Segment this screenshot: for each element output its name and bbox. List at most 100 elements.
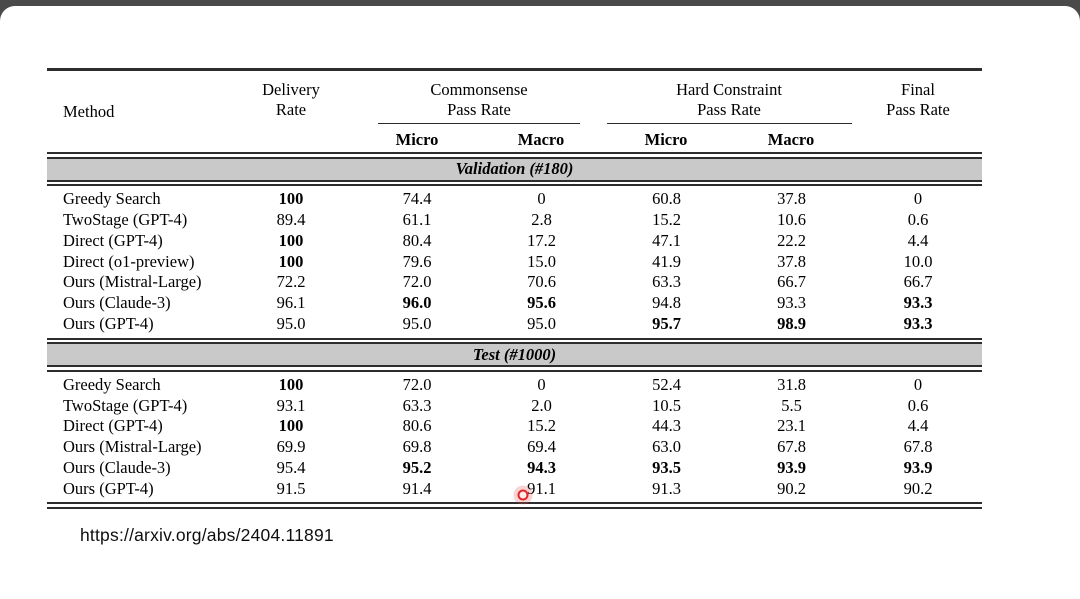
value-cell: 67.8 xyxy=(777,437,806,457)
value-cell: 93.3 xyxy=(903,293,933,313)
results-table: Method Delivery Rate Commonsense Pass Ra… xyxy=(47,68,982,509)
double-rule xyxy=(47,152,982,159)
value-cell: 69.9 xyxy=(276,437,306,457)
value-cell: 44.3 xyxy=(652,416,681,436)
table-row: Ours (Mistral-Large) 72.2 72.0 70.6 63.3 66.7… xyxy=(47,272,982,293)
value-cell: 93.3 xyxy=(777,293,806,313)
slide-panel: Method Delivery Rate Commonsense Pass Ra… xyxy=(0,6,1080,599)
subheader-commonsense-macro: Macro xyxy=(517,130,565,149)
value-cell: 22.2 xyxy=(777,230,806,250)
value-cell: 90.2 xyxy=(903,478,933,498)
table-row: Direct (o1-preview) 100 79.6 15.0 41.9 37.8 10… xyxy=(47,251,982,272)
method-cell: Ours (Mistral-Large) xyxy=(63,437,202,457)
value-cell: 93.9 xyxy=(903,457,933,477)
value-cell: 93.1 xyxy=(276,395,306,415)
value-cell: 80.4 xyxy=(402,230,432,250)
value-cell: 74.4 xyxy=(402,189,432,209)
col-header-delivery-rate: Delivery Rate xyxy=(262,80,320,119)
validation-rows: Greedy Search 100 74.4 0 60.8 37.8 0 TwoStage (… xyxy=(47,186,982,338)
double-rule xyxy=(47,179,982,186)
method-cell: Ours (GPT-4) xyxy=(63,478,154,498)
source-link[interactable]: https://arxiv.org/abs/2404.11891 xyxy=(80,525,334,545)
laser-pointer-dot xyxy=(517,489,529,501)
value-cell: 93.3 xyxy=(903,313,933,333)
subheader-hard-constraint-macro: Macro xyxy=(767,130,815,149)
table-row: Direct (GPT-4) 100 80.6 15.2 44.3 23.1 4.4 xyxy=(47,416,982,437)
value-cell: 5.5 xyxy=(781,395,802,415)
value-cell: 94.8 xyxy=(652,293,681,313)
value-cell: 63.3 xyxy=(402,395,432,415)
value-cell: 0 xyxy=(537,374,546,394)
value-cell: 69.4 xyxy=(527,437,556,457)
col-header-commonsense-pass-rate: Commonsense Pass Rate xyxy=(430,80,528,119)
value-cell: 96.1 xyxy=(276,293,306,313)
value-cell: 60.8 xyxy=(652,189,681,209)
value-cell: 61.1 xyxy=(402,209,432,229)
double-rule xyxy=(47,337,982,345)
value-cell: 37.8 xyxy=(777,189,806,209)
value-cell: 100 xyxy=(278,251,304,271)
table-row: TwoStage (GPT-4) 93.1 63.3 2.0 10.5 5.5 0.6 xyxy=(47,395,982,416)
value-cell: 95.2 xyxy=(402,457,432,477)
value-cell: 93.5 xyxy=(652,457,681,477)
method-cell: Direct (GPT-4) xyxy=(63,230,163,250)
value-cell: 100 xyxy=(278,374,304,394)
value-cell: 91.4 xyxy=(402,478,432,498)
value-cell: 4.4 xyxy=(907,416,929,436)
value-cell: 10.5 xyxy=(652,395,681,415)
table-header: Method Delivery Rate Commonsense Pass Ra… xyxy=(47,68,982,152)
value-cell: 91.5 xyxy=(276,478,306,498)
value-cell: 72.0 xyxy=(402,374,432,394)
value-cell: 70.6 xyxy=(527,272,556,292)
table-row: Ours (Claude-3) 95.4 95.2 94.3 93.5 93.9 93.9 xyxy=(47,458,982,479)
value-cell: 23.1 xyxy=(777,416,806,436)
method-cell: Ours (Mistral-Large) xyxy=(63,272,202,292)
value-cell: 80.6 xyxy=(402,416,432,436)
value-cell: 15.2 xyxy=(652,209,681,229)
method-cell: Ours (Claude-3) xyxy=(63,457,171,477)
table-row: Ours (Claude-3) 96.1 96.0 95.6 94.8 93.3 93.3 xyxy=(47,293,982,314)
value-cell: 94.3 xyxy=(527,457,556,477)
value-cell: 95.7 xyxy=(652,313,681,333)
value-cell: 95.0 xyxy=(402,313,432,333)
col-header-method: Method xyxy=(63,102,115,121)
col-header-hard-constraint-pass-rate: Hard Constraint Pass Rate xyxy=(676,80,782,119)
table-row: Greedy Search 100 72.0 0 52.4 31.8 0 xyxy=(47,375,982,396)
value-cell: 15.2 xyxy=(527,416,556,436)
table-row: Ours (GPT-4) 91.5 91.4 91.1 91.3 90.2 90.2 xyxy=(47,479,982,500)
value-cell: 100 xyxy=(278,230,304,250)
value-cell: 63.0 xyxy=(652,437,681,457)
value-cell: 0.6 xyxy=(907,395,929,415)
value-cell: 91.3 xyxy=(652,478,681,498)
value-cell: 0 xyxy=(537,189,546,209)
double-rule xyxy=(47,365,982,372)
method-cell: Greedy Search xyxy=(63,374,161,394)
value-cell: 96.0 xyxy=(402,293,432,313)
value-cell: 52.4 xyxy=(652,374,681,394)
value-cell: 72.0 xyxy=(402,272,432,292)
value-cell: 4.4 xyxy=(907,230,929,250)
value-cell: 37.8 xyxy=(777,251,806,271)
value-cell: 79.6 xyxy=(402,251,432,271)
method-cell: TwoStage (GPT-4) xyxy=(63,395,188,415)
table-row: TwoStage (GPT-4) 89.4 61.1 2.8 15.2 10.6 0.6 xyxy=(47,210,982,231)
value-cell: 95.4 xyxy=(276,457,306,477)
value-cell: 0.6 xyxy=(907,209,929,229)
table-row: Ours (GPT-4) 95.0 95.0 95.0 95.7 98.9 93.3 xyxy=(47,314,982,335)
section-band-validation: Validation (#180) xyxy=(47,158,982,180)
hard-constraint-group-rule xyxy=(607,123,852,124)
value-cell: 89.4 xyxy=(276,209,306,229)
subheader-hard-constraint-micro: Micro xyxy=(644,130,688,149)
commonsense-group-rule xyxy=(378,123,580,124)
value-cell: 0 xyxy=(913,374,923,394)
value-cell: 41.9 xyxy=(652,251,681,271)
value-cell: 67.8 xyxy=(903,437,933,457)
value-cell: 100 xyxy=(278,189,304,209)
subheader-commonsense-micro: Micro xyxy=(395,130,439,149)
value-cell: 10.6 xyxy=(777,209,806,229)
table-row: Direct (GPT-4) 100 80.4 17.2 47.1 22.2 4.4 xyxy=(47,231,982,252)
method-cell: Direct (o1-preview) xyxy=(63,251,195,271)
table-row: Greedy Search 100 74.4 0 60.8 37.8 0 xyxy=(47,189,982,210)
value-cell: 47.1 xyxy=(652,230,681,250)
